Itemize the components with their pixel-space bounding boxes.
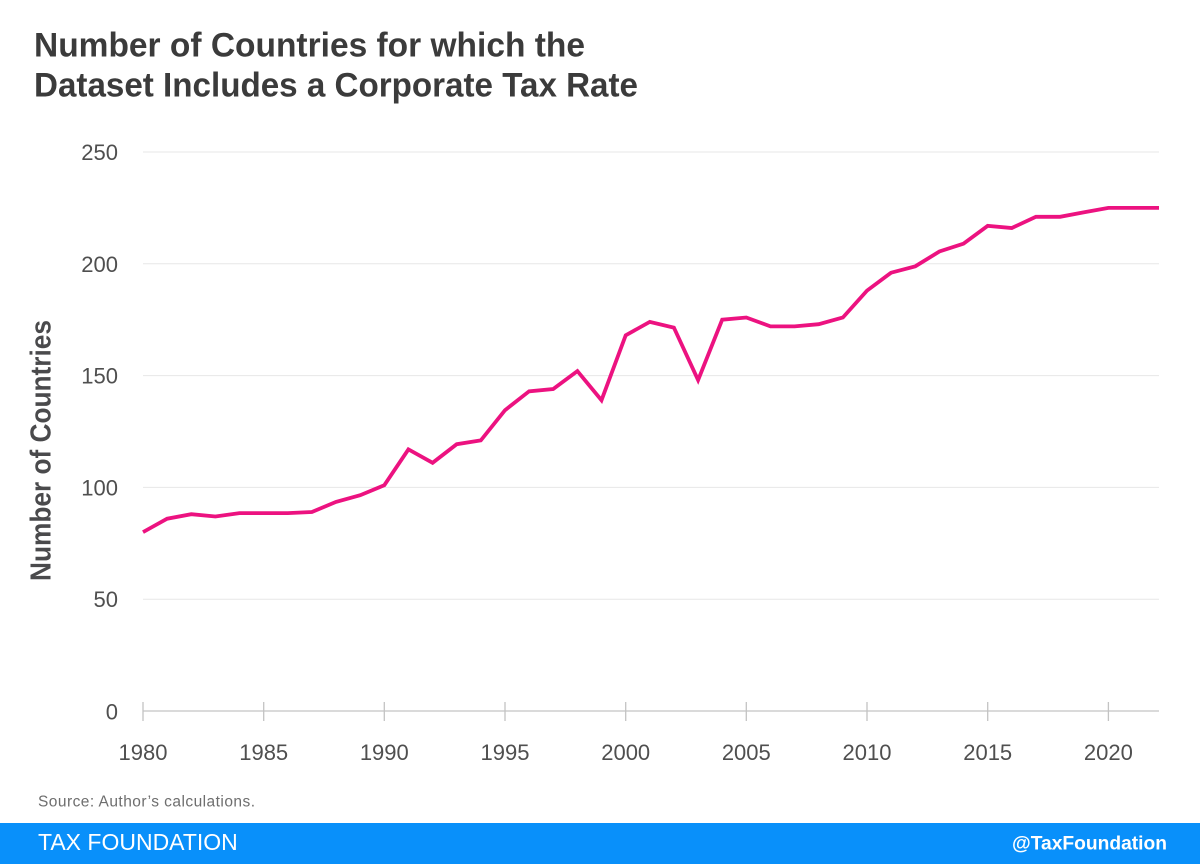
svg-text:Number of Countries: Number of Countries [26,320,58,581]
svg-text:2010: 2010 [843,740,892,765]
svg-text:@TaxFoundation: @TaxFoundation [1012,834,1167,855]
svg-text:2000: 2000 [601,740,650,765]
svg-text:200: 200 [81,252,118,277]
svg-text:Source: Author’s calculations.: Source: Author’s calculations. [38,794,255,811]
svg-text:1995: 1995 [481,740,530,765]
svg-text:Number of Countries for which: Number of Countries for which the [34,27,585,65]
svg-text:1980: 1980 [119,740,168,765]
svg-text:2015: 2015 [963,740,1012,765]
svg-text:TAX FOUNDATION: TAX FOUNDATION [38,829,238,855]
svg-text:50: 50 [94,587,118,612]
svg-text:2020: 2020 [1084,740,1133,765]
svg-text:100: 100 [81,475,118,500]
svg-text:2005: 2005 [722,740,771,765]
svg-text:Dataset Includes a Corporate T: Dataset Includes a Corporate Tax Rate [34,67,638,105]
svg-text:1990: 1990 [360,740,409,765]
svg-text:1985: 1985 [239,740,288,765]
svg-text:0: 0 [106,700,118,725]
svg-text:150: 150 [81,364,118,389]
svg-text:250: 250 [81,140,118,165]
